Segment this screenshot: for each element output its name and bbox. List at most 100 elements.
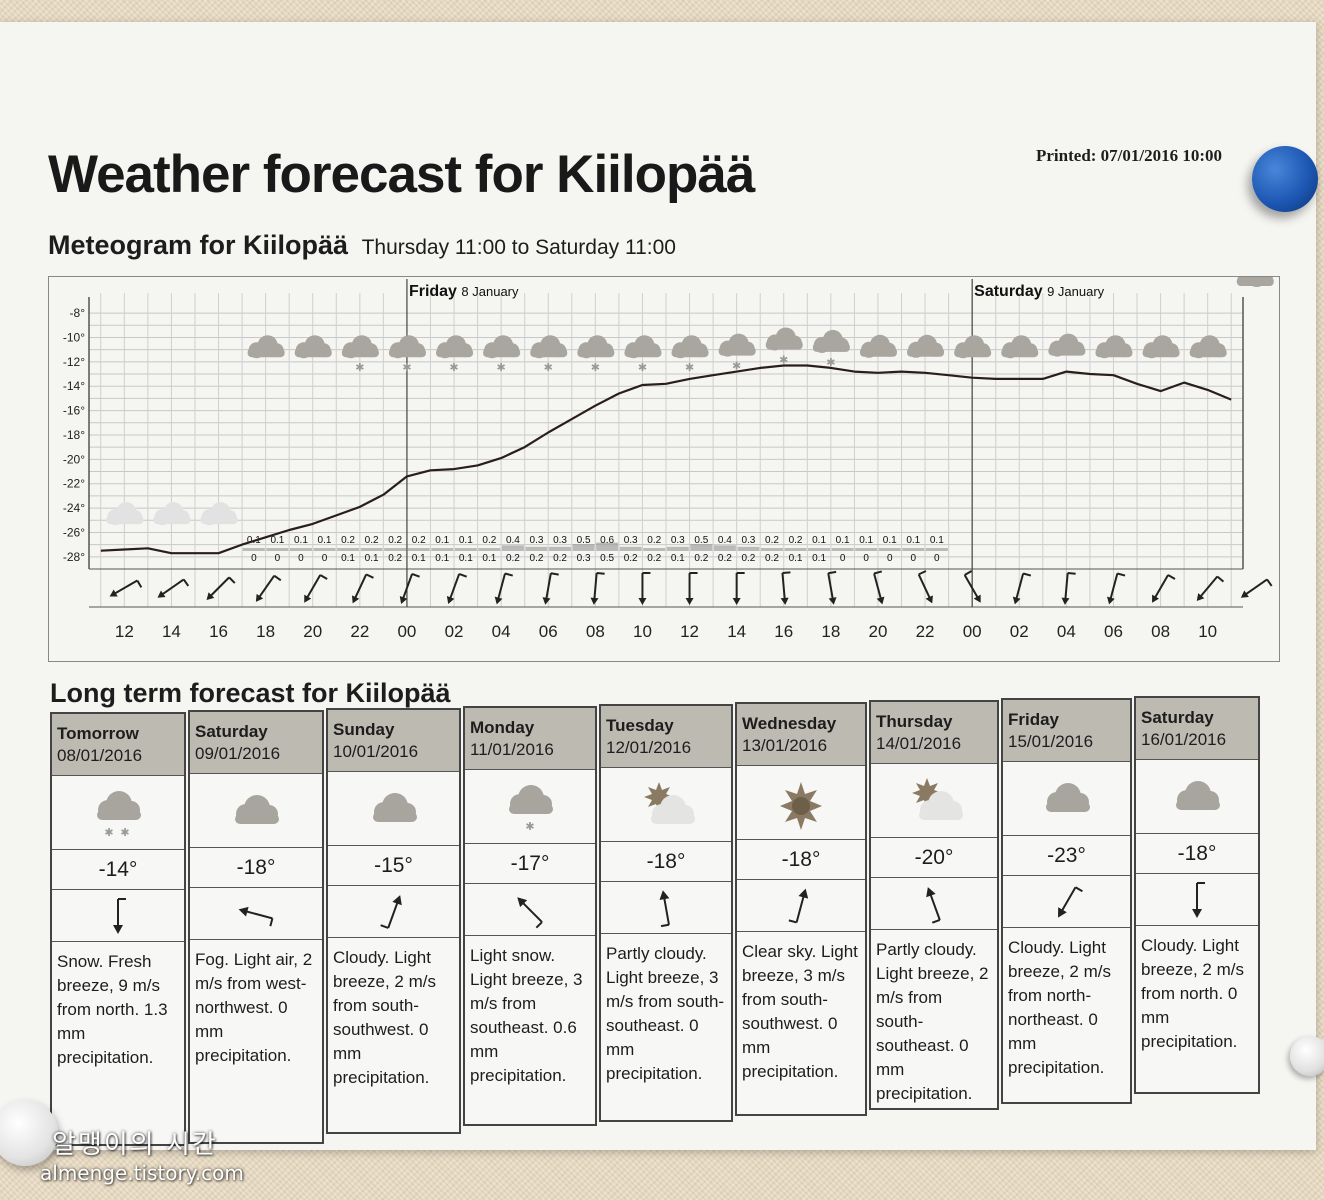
precip-min-label: 0.2 [694, 553, 708, 564]
wind-head [1107, 596, 1115, 605]
wind-arrow-icon [113, 897, 126, 934]
wind-arrow-icon [1192, 881, 1205, 918]
cloud-base [530, 348, 568, 358]
precip-min-label: 0.3 [577, 553, 591, 564]
light-snow-icon: ✱ [718, 333, 756, 373]
precip-min-label: 0.2 [718, 553, 732, 564]
forecast-wind-cell [1136, 874, 1258, 926]
cloud-base [341, 348, 379, 358]
precip-bar [878, 548, 901, 551]
precip-bar [572, 544, 595, 551]
cloud-icon [954, 335, 992, 359]
forecast-symbol-cell [1136, 760, 1258, 834]
precip-bar [831, 548, 854, 551]
x-tick-label: 06 [1104, 622, 1123, 641]
precip-min-label: 0.1 [365, 553, 379, 564]
wind-barb [873, 570, 883, 575]
cloud-base [954, 348, 992, 358]
watermark-korean: 알맹이의 시간 [52, 1130, 218, 1160]
x-tick-label: 00 [963, 622, 982, 641]
wind-barb [1067, 572, 1076, 575]
wind-arrow-icon [780, 571, 791, 605]
forecast-description: Cloudy. Light breeze, 2 m/s from north-n… [1008, 938, 1111, 1077]
light-snow-icon: ✱ [483, 335, 521, 374]
precip-bar [407, 548, 430, 551]
wind-shaft [1108, 573, 1119, 603]
wind-arrow-icon [206, 576, 236, 601]
precip-min-label: 0.2 [530, 553, 544, 564]
page-title: Weather forecast for Kiilopää [48, 145, 755, 204]
wind-arrow-icon [1152, 574, 1176, 603]
x-tick-label: 02 [1010, 622, 1029, 641]
precip-bar [289, 548, 312, 551]
cloud-base [907, 347, 945, 357]
precip-max-label: 0.5 [577, 535, 591, 546]
forecast-day-column: Monday 11/01/2016 ✱ -17° Light snow. Light b… [463, 706, 597, 1126]
precip-min-label: 0.2 [741, 553, 755, 564]
x-tick-label: 00 [397, 622, 416, 641]
wind-head [255, 593, 264, 602]
svg-text:✱: ✱ [120, 827, 129, 839]
wind-head [685, 598, 694, 605]
white-pushpin-left [0, 1100, 58, 1166]
precip-min-label: 0.1 [671, 553, 685, 564]
forecast-description: Snow. Fresh breeze, 9 m/s from north. 1.… [57, 952, 168, 1067]
meteogram-heading: Meteogram for Kiilopää Thursday 11:00 to… [48, 230, 676, 261]
wind-arrow-icon [873, 570, 885, 605]
wind-head [732, 598, 741, 605]
wind-barb [782, 571, 791, 575]
x-tick-label: 18 [256, 622, 275, 641]
precip-bar [855, 548, 878, 551]
forecast-day-column: Thursday 14/01/2016 -20° Partly cloudy. Lig… [869, 700, 999, 1110]
precip-max-label: 0.1 [812, 535, 826, 546]
precip-max-label: 0.1 [859, 535, 873, 546]
precip-min-label: 0 [251, 553, 257, 564]
wind-head [494, 596, 503, 605]
precip-max-label: 0.2 [482, 535, 496, 546]
x-tick-label: 02 [445, 622, 464, 641]
precip-min-label: 0 [322, 553, 328, 564]
precip-bar [525, 546, 548, 551]
precip-min-label: 0.1 [482, 553, 496, 564]
wind-arrow-icon [917, 570, 933, 604]
snowflake-glyph: ✱ [355, 362, 364, 374]
wind-shaft [496, 573, 506, 603]
precip-max-label: 0.3 [530, 535, 544, 546]
x-tick-label: 08 [1151, 622, 1170, 641]
forecast-day-date: 13/01/2016 [742, 736, 828, 755]
svg-text:✱: ✱ [104, 827, 113, 839]
precip-min-label: 0 [934, 553, 940, 564]
forecast-symbol-cell [737, 766, 865, 840]
y-tick-label: -10° [63, 330, 85, 344]
wind-arrow-icon [638, 572, 651, 605]
forecast-temperature: -14° [52, 850, 184, 890]
precip-bar [549, 546, 572, 551]
wind-barb [411, 572, 420, 578]
precip-bar [431, 548, 454, 551]
precip-max-label: 0.3 [553, 535, 567, 546]
snowflake-glyph: ✱ [544, 362, 553, 374]
wind-head [399, 596, 408, 604]
precip-min-label: 0 [840, 553, 846, 564]
meteogram-chart: Friday 8 January Saturday 9 January -8° -10… [63, 277, 1274, 641]
cloud-icon [294, 335, 332, 359]
watermark: 알맹이의 시간 almenge.tistory.com [40, 1124, 244, 1185]
wind-head [157, 590, 166, 598]
precip-bar [478, 548, 501, 551]
precip-min-label: 0.1 [812, 553, 826, 564]
day-marker-label: Friday 8 January [409, 283, 519, 300]
wind-arrow-icon [157, 578, 190, 598]
forecast-symbol-cell: ✱ [465, 770, 595, 844]
precip-max-label: 0.3 [671, 535, 685, 546]
snowflake-glyph: ✱ [497, 362, 506, 374]
cloud-base [718, 346, 756, 356]
wind-head [1152, 594, 1160, 603]
forecast-symbol-cell [1003, 762, 1130, 836]
forecast-description: Cloudy. Light breeze, 2 m/s from north. … [1141, 936, 1244, 1051]
wind-barb [136, 580, 143, 588]
wind-head [351, 595, 360, 604]
forecast-day-header: Monday 11/01/2016 [465, 708, 595, 770]
cloud-icon [1045, 782, 1090, 812]
wind-arrow-icon [963, 570, 981, 603]
forecast-wind-cell [52, 890, 184, 942]
